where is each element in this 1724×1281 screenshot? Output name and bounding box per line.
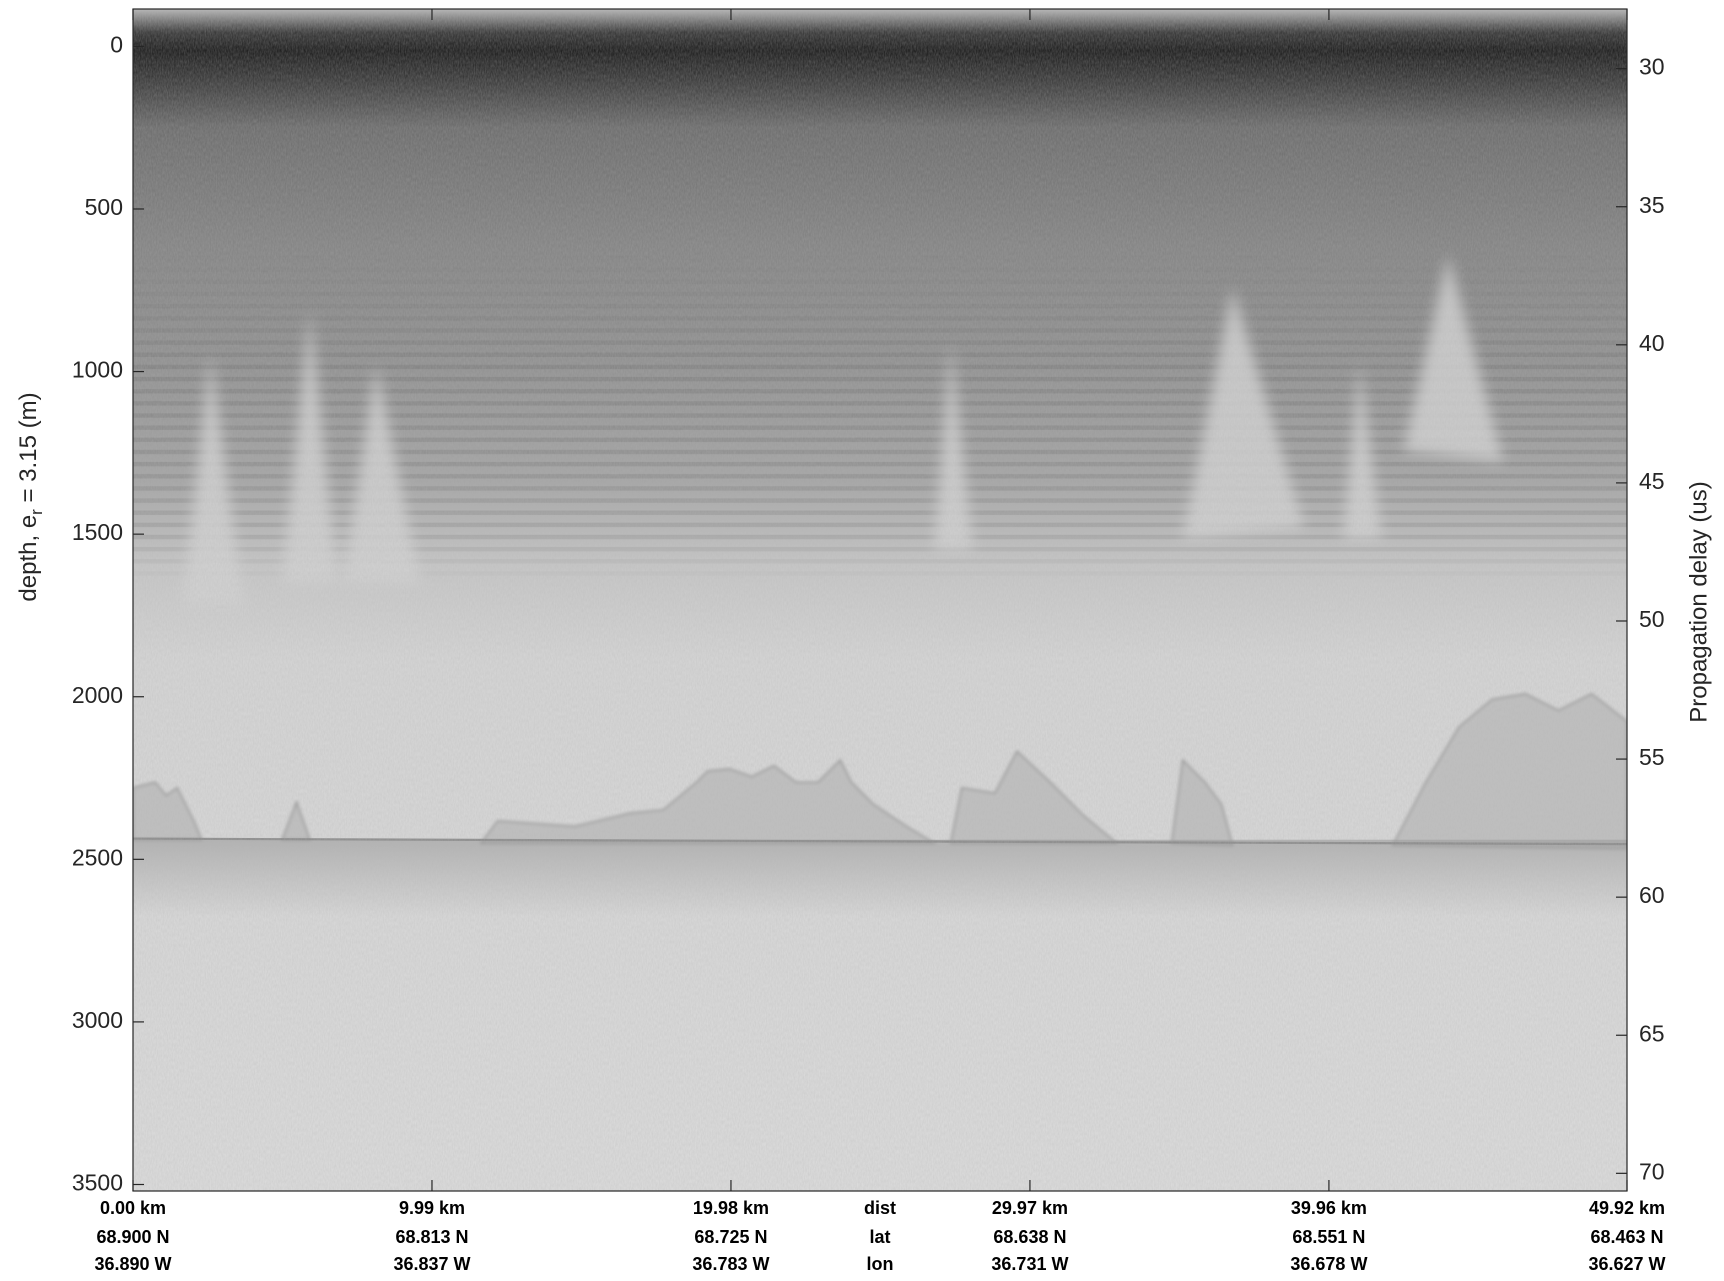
- lat-tick-label: 68.463 N: [1590, 1227, 1663, 1247]
- lon-tick-label: 36.678 W: [1290, 1254, 1367, 1274]
- y-label-text: depth, e: [15, 515, 42, 602]
- x-axis-label: dist: [864, 1198, 896, 1218]
- y2-tick-label: 45: [1639, 468, 1665, 494]
- lon-tick-label: 36.890 W: [94, 1254, 171, 1274]
- y2-tick-label: 60: [1639, 882, 1665, 908]
- x-tick-label: 9.99 km: [399, 1198, 465, 1218]
- y2-tick-label: 30: [1639, 54, 1665, 80]
- lon-tick-label: 36.731 W: [991, 1254, 1068, 1274]
- lon-row-label: lon: [867, 1254, 894, 1274]
- lon-tick-label: 36.627 W: [1588, 1254, 1665, 1274]
- y-tick-label: 2500: [72, 844, 123, 870]
- lat-tick-label: 68.551 N: [1292, 1227, 1365, 1247]
- lon-tick-label: 36.837 W: [393, 1254, 470, 1274]
- y-tick-label: 500: [85, 194, 123, 220]
- plot-frame: [132, 8, 1628, 1192]
- x-tick-label: 19.98 km: [693, 1198, 769, 1218]
- y2-tick-label: 35: [1639, 192, 1665, 218]
- y2-tick-label: 65: [1639, 1020, 1665, 1046]
- x-tick-label: 0.00 km: [100, 1198, 166, 1218]
- lat-tick-label: 68.638 N: [993, 1227, 1066, 1247]
- x-tick-label: 49.92 km: [1589, 1198, 1665, 1218]
- lat-tick-label: 68.725 N: [694, 1227, 767, 1247]
- y-tick-label: 2000: [72, 682, 123, 708]
- y-label-rest: = 3.15 (m): [15, 392, 42, 509]
- lon-tick-label: 36.783 W: [692, 1254, 769, 1274]
- lat-row-label: lat: [869, 1227, 890, 1247]
- x-tick-label: 39.96 km: [1291, 1198, 1367, 1218]
- y-tick-label: 0: [110, 31, 123, 57]
- y-tick-label: 1000: [72, 357, 123, 383]
- y-tick-label: 1500: [72, 519, 123, 545]
- y2-tick-label: 40: [1639, 330, 1665, 356]
- y-tick-label: 3000: [72, 1007, 123, 1033]
- y2-tick-label: 70: [1639, 1158, 1665, 1184]
- lat-tick-label: 68.813 N: [395, 1227, 468, 1247]
- y2-tick-label: 55: [1639, 744, 1665, 770]
- y2-tick-label: 50: [1639, 606, 1665, 632]
- y2-axis-label: Propagation delay (us): [1685, 481, 1712, 722]
- y-label-subscript: r: [27, 509, 46, 515]
- y-tick-label: 3500: [72, 1170, 123, 1196]
- y-axis-label: depth, er = 3.15 (m): [15, 392, 46, 601]
- echogram: [133, 9, 1627, 1191]
- x-tick-label: 29.97 km: [992, 1198, 1068, 1218]
- lat-tick-label: 68.900 N: [96, 1227, 169, 1247]
